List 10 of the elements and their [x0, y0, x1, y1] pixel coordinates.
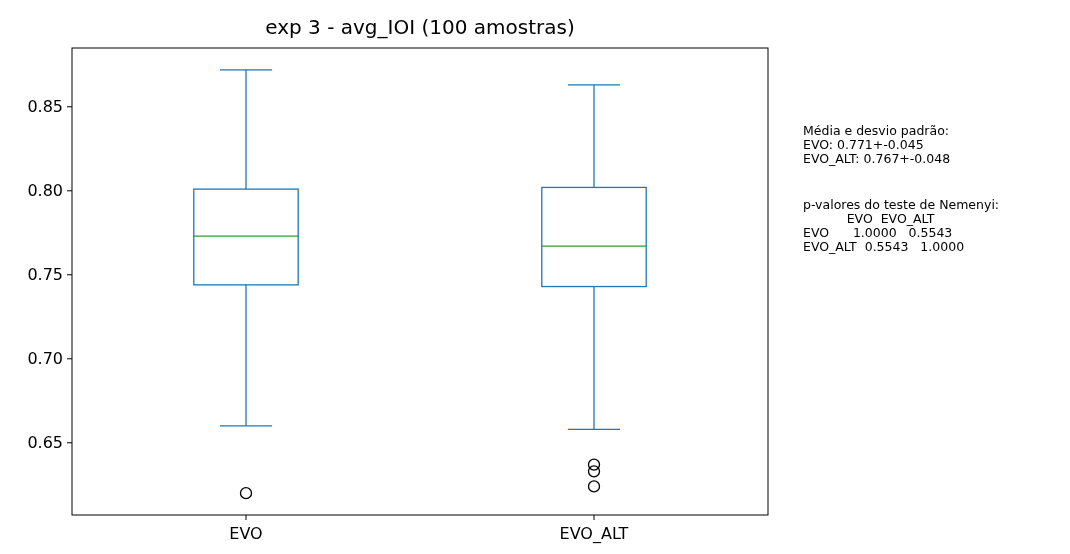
y-tick-label: 0.65: [27, 433, 63, 453]
chart-title: exp 3 - avg_IOI (100 amostras): [265, 15, 575, 39]
y-tick-label: 0.75: [27, 265, 63, 285]
text: p-valores do teste de Nemenyi: EVO EVO_ALT EVO 1.0000 0.5543 EVO_ALT 0.5543 1.0000: [803, 197, 1000, 254]
y-tick-label: 0.80: [27, 181, 63, 201]
x-tick-label: EVO_ALT: [559, 524, 629, 544]
y-tick-label: 0.85: [27, 97, 63, 117]
text: Média e desvio padrão: EVO: 0.771+-0.045 EVO_ALT: 0.767+-0.048: [803, 123, 951, 166]
y-tick-label: 0.70: [27, 349, 63, 369]
x-tick-label: EVO: [229, 524, 263, 543]
